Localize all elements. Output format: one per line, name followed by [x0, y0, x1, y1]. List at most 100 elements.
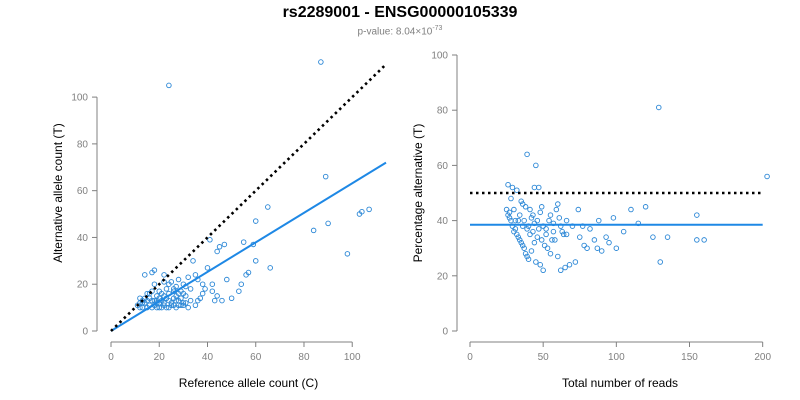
chart1-data-point [187, 297, 194, 304]
chart2-data-point [650, 234, 656, 240]
chart1-data-point [344, 251, 351, 257]
chart2-data-point [536, 226, 542, 232]
chart2-data-point [511, 228, 517, 235]
chart1-data-point [322, 173, 329, 180]
chart1-data-point [252, 218, 259, 224]
chart2-data-point [540, 267, 546, 274]
chart2-data-point [591, 237, 598, 243]
chart1-data-point [224, 276, 230, 283]
chart2-data-point [555, 201, 561, 207]
chart2-data-point [506, 215, 513, 221]
chart2-data-point [537, 209, 543, 216]
chart1-y-tick-label: 80 [77, 139, 89, 150]
chart2-data-point [521, 245, 527, 251]
chart2-x-tick-label: 150 [681, 352, 698, 363]
chart2-x-tick-label: 0 [467, 352, 473, 363]
chart1-data-point [185, 304, 191, 311]
p-value-exponent: -73 [432, 25, 443, 32]
chart1-reference-line [110, 63, 387, 332]
chart1-data-point [267, 265, 273, 271]
chart2-data-point [628, 206, 634, 213]
chart2-data-point [555, 253, 561, 260]
chart1-data-point [192, 272, 199, 278]
chart1-data-point [183, 300, 189, 306]
chart1-data-point [190, 258, 196, 264]
chart1-data-point [149, 288, 155, 294]
chart2-data-point [642, 204, 649, 210]
chart2-data-point [538, 237, 545, 243]
chart2-data-point [664, 234, 671, 240]
chart1-x-tick-label: 100 [344, 352, 361, 363]
chart1-data-point [197, 295, 204, 302]
chart1-data-point [134, 302, 141, 309]
chart2-x-axis-title: Total number of reads [562, 376, 678, 390]
chart2-data-point [547, 212, 554, 218]
chart1-data-point [204, 265, 211, 271]
chart1-data-point [166, 82, 172, 89]
chart2-data-point [543, 226, 549, 232]
chart1-data-point [252, 258, 259, 264]
chart2-data-point [563, 231, 570, 238]
chart1-data-point [228, 295, 235, 302]
chart1-data-point [192, 302, 199, 309]
chart1-data-point [265, 204, 271, 210]
chart2-y-tick-label: 60 [437, 161, 449, 172]
chart2-data-point [547, 250, 554, 257]
chart2-data-point [544, 245, 551, 251]
chart1-data-point [183, 293, 189, 299]
chart2-y-axis-title: Percentage alternative (T) [411, 124, 425, 263]
chart2-data-point [552, 237, 558, 243]
chart2-data-point [559, 228, 565, 235]
chart2-data-point [537, 262, 543, 268]
chart2-data-point [562, 264, 568, 271]
chart1-data-point [161, 302, 167, 309]
chart2-data-point [527, 206, 533, 213]
chart1-data-point [161, 300, 167, 306]
chart2-data-point [517, 212, 523, 218]
chart1-x-tick-label: 60 [250, 352, 262, 363]
chart1-data-point [142, 272, 148, 278]
chart-subtitle: p-value: 8.04×10-73 [0, 25, 800, 37]
chart1-data-point [238, 281, 245, 287]
chart2-x-tick-label: 100 [608, 352, 625, 363]
chart2-data-point [543, 231, 549, 238]
chart1-data-point [366, 206, 372, 213]
chart2-data-point [694, 237, 700, 243]
chart2-data-point [521, 217, 527, 224]
chart2-data-point [522, 250, 529, 257]
chart1-data-point [325, 220, 331, 227]
chart2-data-point [512, 226, 519, 232]
chart2-data-point [518, 198, 524, 205]
chart2-data-point [511, 206, 517, 213]
chart2-x-tick-label: 200 [754, 352, 771, 363]
chart2-data-point [505, 181, 511, 188]
chart1-data-point [219, 297, 225, 304]
chart1-y-tick-label: 0 [82, 327, 88, 338]
chart1-x-tick-label: 20 [154, 352, 166, 363]
chart2-data-point [566, 262, 573, 268]
chart2-data-point [506, 209, 513, 216]
chart1-data-point [163, 286, 170, 292]
chart2-data-point [613, 245, 620, 251]
chart2-data-point [606, 239, 612, 246]
chart2-data-point [527, 231, 533, 238]
chart2-data-point [531, 184, 538, 191]
chart2-data-point [503, 206, 510, 213]
chart1-data-point [245, 269, 252, 276]
chart2-data-point [508, 195, 514, 202]
chart2-data-point [563, 217, 570, 224]
chart2-data-point [519, 242, 526, 249]
chart1-data-point [214, 248, 220, 255]
chart2-data-point [514, 231, 520, 238]
chart2-data-point [505, 212, 511, 218]
chart2-data-point [524, 226, 530, 232]
p-value-text: p-value: 8.04×10 [357, 26, 433, 38]
chart1-data-point [356, 211, 363, 217]
chart-title: rs2289001 - ENSG00000105339 [282, 4, 518, 21]
chart1-data-point [166, 304, 172, 311]
chart1-data-point [144, 297, 150, 304]
chart2-data-point [515, 217, 522, 224]
chart2-data-point [657, 259, 663, 265]
chart2-data-point [517, 237, 523, 243]
